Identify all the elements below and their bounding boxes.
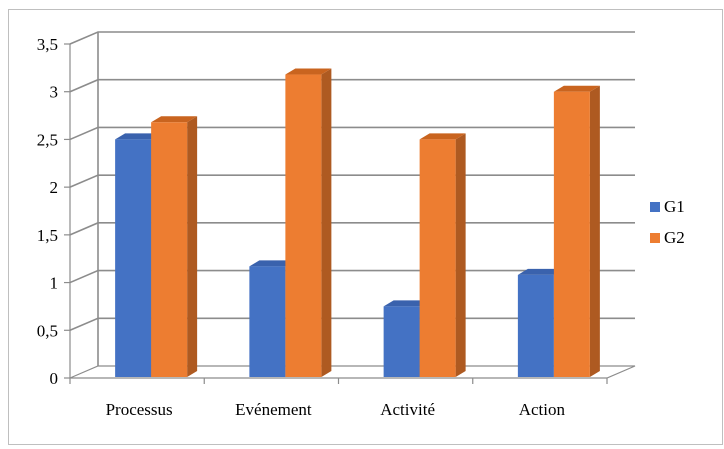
legend-label-g1: G1 (664, 197, 685, 216)
bar-g1 (517, 274, 554, 377)
bar-top-g2 (553, 85, 600, 92)
y-tick-label: 1 (50, 274, 59, 293)
bar-top-g1 (249, 260, 296, 267)
legend-swatch-g2 (650, 233, 660, 243)
y-tick-labels: 0 0,5 1 1,5 2 2,5 3 3,5 (37, 35, 58, 388)
x-category-label: Action (519, 400, 566, 419)
bar-g1 (383, 306, 420, 377)
bar-top-g1 (383, 300, 430, 307)
bar-top-g2 (285, 68, 332, 75)
x-category-label: Evénement (235, 400, 312, 419)
y-tick-label: 2,5 (37, 130, 58, 149)
bar-top-g1 (115, 133, 162, 140)
legend-swatch-g1 (650, 202, 660, 212)
bar-g1 (115, 139, 152, 377)
bar-side-g2 (455, 133, 466, 377)
bar-side-g2 (589, 85, 600, 377)
x-category-label: Activité (380, 400, 435, 419)
bar-g2 (419, 139, 456, 377)
y-tick-label: 0 (50, 369, 59, 388)
axes (64, 32, 636, 384)
bar-g2 (151, 122, 188, 377)
bar-top-g2 (419, 133, 466, 140)
legend: G1 G2 (650, 197, 685, 247)
bar-g1 (249, 266, 286, 377)
y-tick-label: 2 (50, 178, 59, 197)
bars (115, 68, 600, 377)
bar-top-g2 (151, 116, 198, 123)
x-category-label: Processus (106, 400, 173, 419)
bar-g2 (285, 74, 322, 377)
y-tick-label: 0,5 (37, 321, 58, 340)
bar-g2 (553, 91, 590, 377)
legend-label-g2: G2 (664, 228, 685, 247)
chart-frame (8, 9, 723, 445)
gridline (69, 31, 635, 45)
bar-top-g1 (517, 268, 564, 275)
chart-floor (69, 365, 636, 379)
y-tick-label: 3,5 (37, 35, 58, 54)
bar-side-g2 (187, 116, 198, 377)
x-category-labels: Processus Evénement Activité Action (106, 400, 566, 419)
y-tick-label: 3 (50, 83, 59, 102)
bar-side-g2 (321, 68, 332, 377)
y-tick-label: 1,5 (37, 226, 58, 245)
gridline (69, 78, 635, 93)
